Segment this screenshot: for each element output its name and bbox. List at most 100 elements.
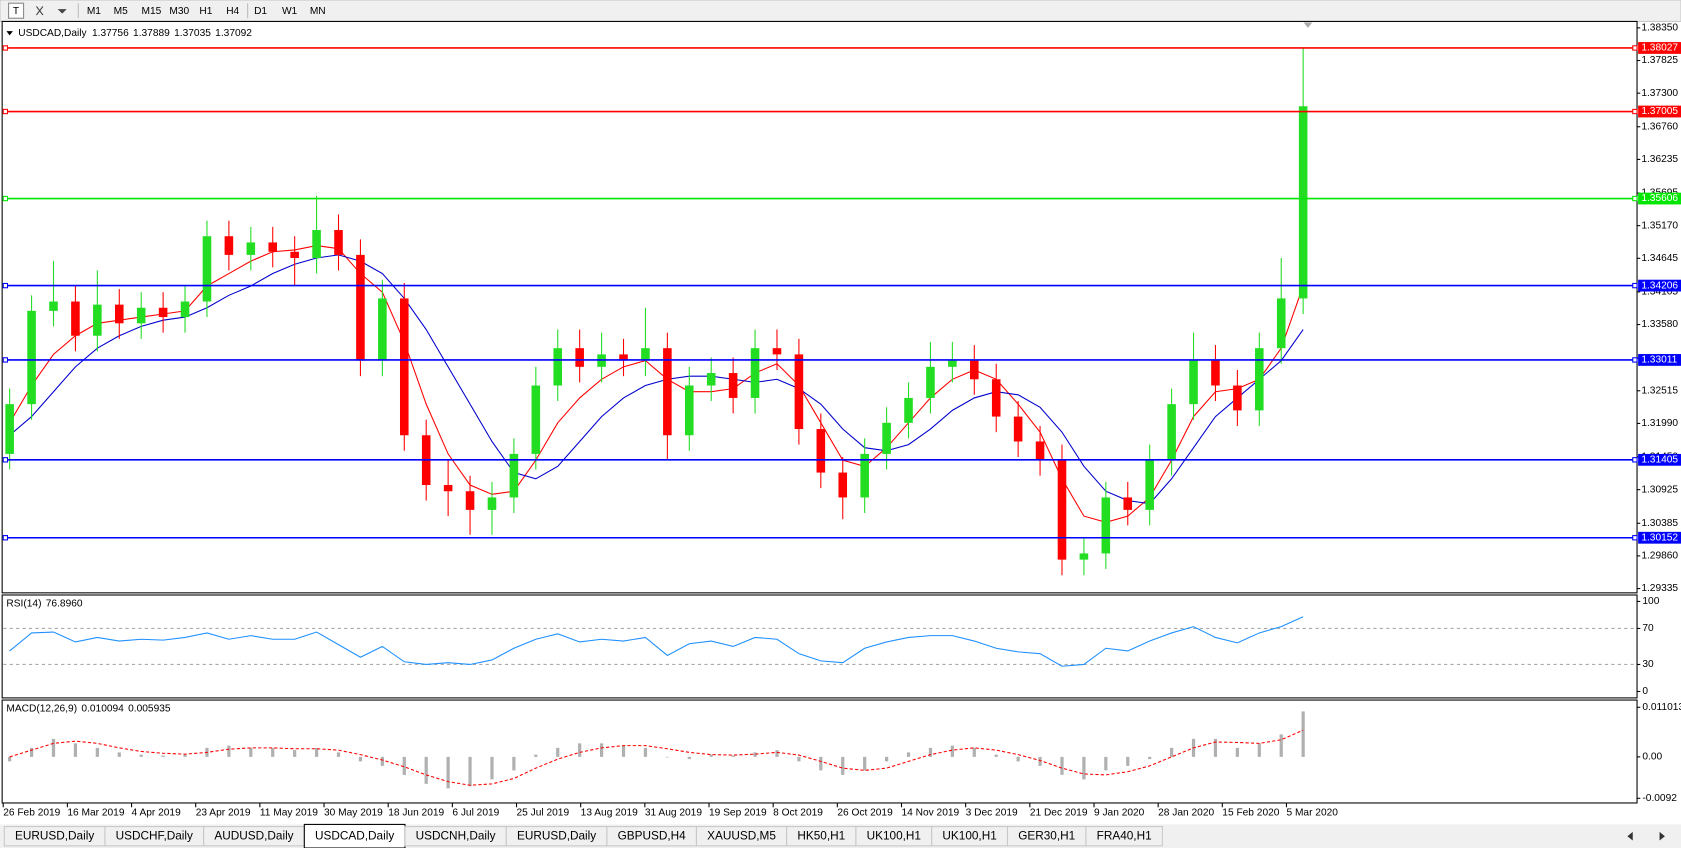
macd-bar — [446, 756, 450, 789]
timeframe-button[interactable]: W1 — [282, 6, 298, 17]
level-anchor[interactable] — [1632, 108, 1638, 115]
tab-label[interactable]: EURUSD,Daily — [15, 829, 94, 842]
level-anchor[interactable] — [1632, 357, 1638, 363]
timeframe-button[interactable]: M5 — [114, 6, 128, 17]
timeframe-button[interactable]: M15 — [142, 6, 162, 17]
level-anchor[interactable] — [2, 45, 9, 51]
macd-bar — [1148, 756, 1152, 760]
macd-bar — [512, 756, 516, 771]
tab-label[interactable]: GER30,H1 — [1018, 829, 1075, 842]
candle-body — [750, 348, 760, 398]
level-anchor[interactable] — [2, 282, 9, 289]
macd-bar — [1082, 756, 1086, 780]
level-anchor[interactable] — [2, 535, 9, 541]
low: 1.37035 — [174, 28, 211, 39]
timeframe-button[interactable]: M1 — [87, 6, 101, 17]
price-tick-label: 1.31990 — [1641, 418, 1678, 429]
candle-body — [904, 397, 913, 423]
level-anchor[interactable] — [1632, 45, 1638, 51]
macd-header: MACD(12,26,9) 0.010094 0.005935 — [6, 703, 170, 714]
tab-label[interactable]: UK100,H1 — [867, 829, 921, 842]
tab-label[interactable]: HK50,H1 — [797, 829, 845, 842]
macd-bar — [8, 756, 12, 762]
date-label: 11 May 2019 — [260, 807, 318, 818]
macd-bar — [819, 756, 823, 771]
tab-label[interactable]: USDCNH,Daily — [416, 829, 496, 842]
candle-body — [1276, 298, 1286, 349]
candle-body — [970, 360, 979, 380]
rsi-tick-label: 100 — [1642, 596, 1659, 607]
macd-bar — [271, 747, 275, 757]
timeframe-button[interactable]: D1 — [254, 6, 267, 17]
date-label: 23 Apr 2019 — [196, 807, 251, 818]
macd-bar — [709, 754, 713, 757]
macd-label: MACD(12,26,9) — [6, 703, 77, 714]
tab-label[interactable]: AUDUSD,Daily — [214, 829, 293, 842]
candle-body — [641, 348, 650, 361]
macd-tick-label: -0.0092 — [1642, 793, 1677, 804]
candle-body — [312, 230, 321, 258]
candle-body — [334, 230, 343, 255]
rsi-tick-label: 70 — [1642, 623, 1654, 634]
candle-body — [860, 453, 869, 498]
shift-marker — [1303, 22, 1313, 28]
timeframe-button[interactable]: MN — [310, 6, 326, 17]
price-tick-label: 1.32515 — [1641, 385, 1678, 396]
candle-body — [1167, 404, 1176, 461]
level-label: 1.30152 — [1641, 532, 1678, 543]
tab-label[interactable]: EURUSD,Daily — [517, 829, 596, 842]
candle-body — [49, 301, 58, 311]
date-label: 5 Mar 2020 — [1286, 807, 1338, 818]
level-anchor[interactable] — [2, 357, 9, 363]
macd-bar — [227, 745, 231, 757]
candle-body — [926, 366, 935, 398]
macd-tick-label: 0.00 — [1642, 752, 1662, 763]
rsi-line — [9, 616, 1304, 667]
tab-label[interactable]: XAUUSD,M5 — [707, 829, 776, 842]
tab-label[interactable]: USDCHF,Daily — [116, 829, 193, 842]
macd-main: 0.010094 — [81, 703, 124, 714]
text-tool[interactable] — [8, 2, 25, 19]
tab[interactable] — [1085, 826, 1163, 847]
candle-body — [1123, 497, 1133, 510]
macd-bar — [599, 743, 604, 757]
macd-bar — [950, 745, 954, 757]
level-anchor[interactable] — [1632, 535, 1638, 541]
candle-body — [509, 453, 519, 498]
level-anchor[interactable] — [1632, 457, 1638, 463]
level-anchor[interactable] — [1632, 195, 1638, 202]
macd-bar — [139, 754, 143, 757]
tab-label[interactable]: FRA40,H1 — [1097, 829, 1152, 842]
level-anchor[interactable] — [2, 457, 9, 463]
level-anchor[interactable] — [2, 108, 9, 115]
macd-bar — [1235, 747, 1239, 757]
tab-label[interactable]: GBPUSD,H4 — [618, 829, 687, 842]
level-anchor[interactable] — [1632, 282, 1638, 289]
moving-average — [9, 254, 1304, 505]
candle-body — [1035, 441, 1045, 461]
candle-body — [838, 472, 848, 498]
date-label: 13 Aug 2019 — [581, 807, 638, 818]
macd-panel — [1, 699, 1638, 804]
candle-body — [728, 373, 738, 398]
level-anchor[interactable] — [2, 195, 9, 202]
tab-label[interactable]: UK100,H1 — [942, 829, 996, 842]
macd-bar — [358, 756, 363, 762]
timeframe-button[interactable]: M30 — [169, 6, 189, 17]
open: 1.37756 — [92, 28, 129, 39]
date-label: 16 Mar 2019 — [67, 807, 124, 818]
tab-label[interactable]: USDCAD,Daily — [315, 829, 394, 842]
timeframe-button[interactable]: H1 — [199, 6, 212, 17]
timeframe-button[interactable]: H4 — [226, 6, 239, 17]
macd-bar — [73, 743, 78, 757]
candle-body — [772, 348, 782, 355]
macd-bar — [183, 754, 187, 757]
macd-bar — [1279, 734, 1283, 757]
price-tick-label: 1.35170 — [1641, 220, 1678, 231]
candle-body — [619, 354, 628, 361]
macd-bar — [314, 747, 319, 757]
macd-bar — [1038, 756, 1042, 766]
objects-tool[interactable] — [36, 6, 67, 16]
header-arrow — [6, 31, 13, 36]
